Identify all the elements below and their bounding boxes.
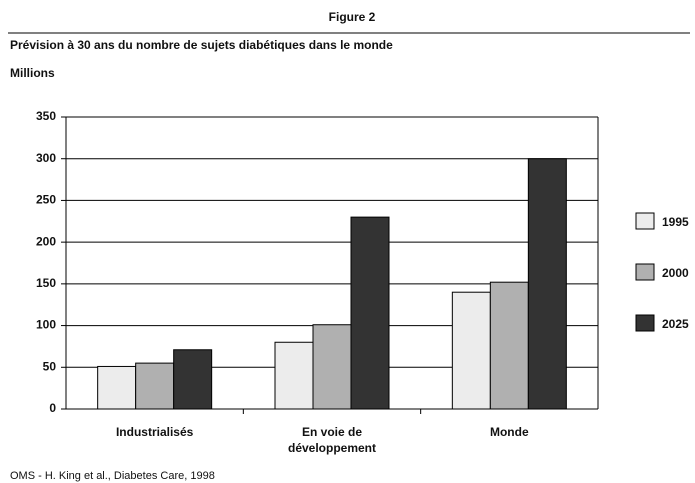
y-tick-label: 300 bbox=[36, 151, 56, 165]
bar bbox=[274, 341, 314, 410]
legend-swatch bbox=[635, 212, 655, 230]
bar bbox=[312, 324, 352, 410]
bar bbox=[135, 362, 175, 410]
x-tick-label: En voie de développement bbox=[288, 425, 376, 455]
legend-swatch bbox=[635, 263, 655, 281]
bar bbox=[173, 349, 213, 410]
chart-subtitle: Prévision à 30 ans du nombre de sujets d… bbox=[10, 38, 393, 52]
x-tick-label: Monde bbox=[490, 425, 529, 439]
bar bbox=[527, 158, 567, 410]
legend-label: 2000 bbox=[662, 266, 689, 280]
bar bbox=[97, 365, 137, 410]
chart-title: Figure 2 bbox=[329, 10, 376, 24]
y-axis-label: Millions bbox=[10, 66, 55, 80]
y-tick-label: 250 bbox=[36, 193, 56, 207]
y-tick-label: 50 bbox=[43, 359, 57, 373]
legend-label: 1995 bbox=[662, 215, 689, 229]
bar bbox=[489, 281, 529, 410]
x-tick-label: Industrialisés bbox=[116, 425, 194, 439]
y-tick-label: 350 bbox=[36, 109, 56, 123]
bar bbox=[451, 291, 491, 410]
source: OMS - H. King et al., Diabetes Care, 199… bbox=[10, 470, 215, 482]
y-tick-label: 0 bbox=[49, 401, 56, 415]
legend-label: 2025 bbox=[662, 317, 689, 331]
legend-swatch bbox=[635, 314, 655, 332]
y-tick-label: 150 bbox=[36, 276, 56, 290]
y-tick-label: 100 bbox=[36, 318, 56, 332]
bar bbox=[350, 216, 390, 410]
y-tick-label: 200 bbox=[36, 234, 56, 248]
